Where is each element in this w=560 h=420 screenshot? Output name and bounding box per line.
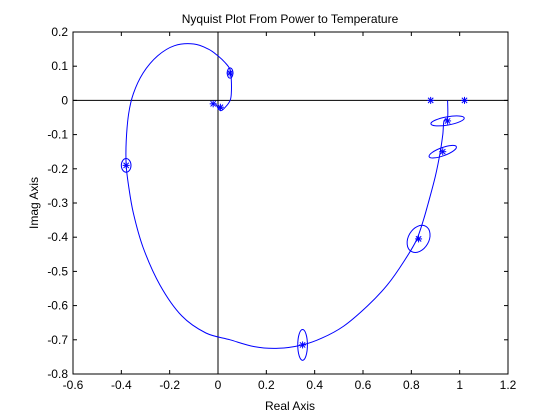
y-tick-label: -0.7 bbox=[47, 333, 68, 347]
x-tick-label: 0.6 bbox=[355, 378, 372, 392]
x-tick-label: 0.8 bbox=[403, 378, 420, 392]
x-tick-label: 0.2 bbox=[258, 378, 275, 392]
y-tick-label: -0.1 bbox=[47, 128, 68, 142]
data-marker bbox=[123, 162, 130, 169]
x-tick-label: 1 bbox=[456, 378, 463, 392]
x-tick-label: 0 bbox=[215, 378, 222, 392]
y-tick-label: 0 bbox=[61, 93, 68, 107]
y-tick-label: -0.5 bbox=[47, 264, 68, 278]
data-marker bbox=[227, 70, 234, 77]
data-marker bbox=[427, 97, 434, 104]
data-marker bbox=[444, 117, 451, 124]
data-marker bbox=[210, 100, 217, 107]
y-tick-label: -0.6 bbox=[47, 299, 68, 313]
plot-frame bbox=[73, 32, 508, 374]
y-tick-label: 0.1 bbox=[51, 59, 68, 73]
x-tick-label: -0.2 bbox=[159, 378, 180, 392]
data-marker bbox=[439, 148, 446, 155]
plot-area: -0.6 -0.4 -0.2 0 0.2 0.4 0.6 0.8 1 1.2 0.2 0.1 0 -0.1… bbox=[47, 25, 516, 392]
data-marker bbox=[217, 104, 224, 111]
x-tick-label: -0.4 bbox=[111, 378, 132, 392]
y-tick-label: -0.2 bbox=[47, 162, 68, 176]
y-tick-label: -0.8 bbox=[47, 367, 68, 381]
data-marker bbox=[299, 341, 306, 348]
data-marker bbox=[461, 97, 468, 104]
y-tick-label: -0.4 bbox=[47, 230, 68, 244]
x-tick-label: 1.2 bbox=[500, 378, 517, 392]
y-tick-label: -0.3 bbox=[47, 196, 68, 210]
y-axis-label: Imag Axis bbox=[27, 177, 41, 229]
chart-title: Nyquist Plot From Power to Temperature bbox=[182, 12, 399, 26]
y-tick-label: 0.2 bbox=[51, 25, 68, 39]
x-tick-label: 0.4 bbox=[306, 378, 323, 392]
data-marker bbox=[415, 235, 422, 242]
x-axis-label: Real Axis bbox=[265, 399, 315, 413]
